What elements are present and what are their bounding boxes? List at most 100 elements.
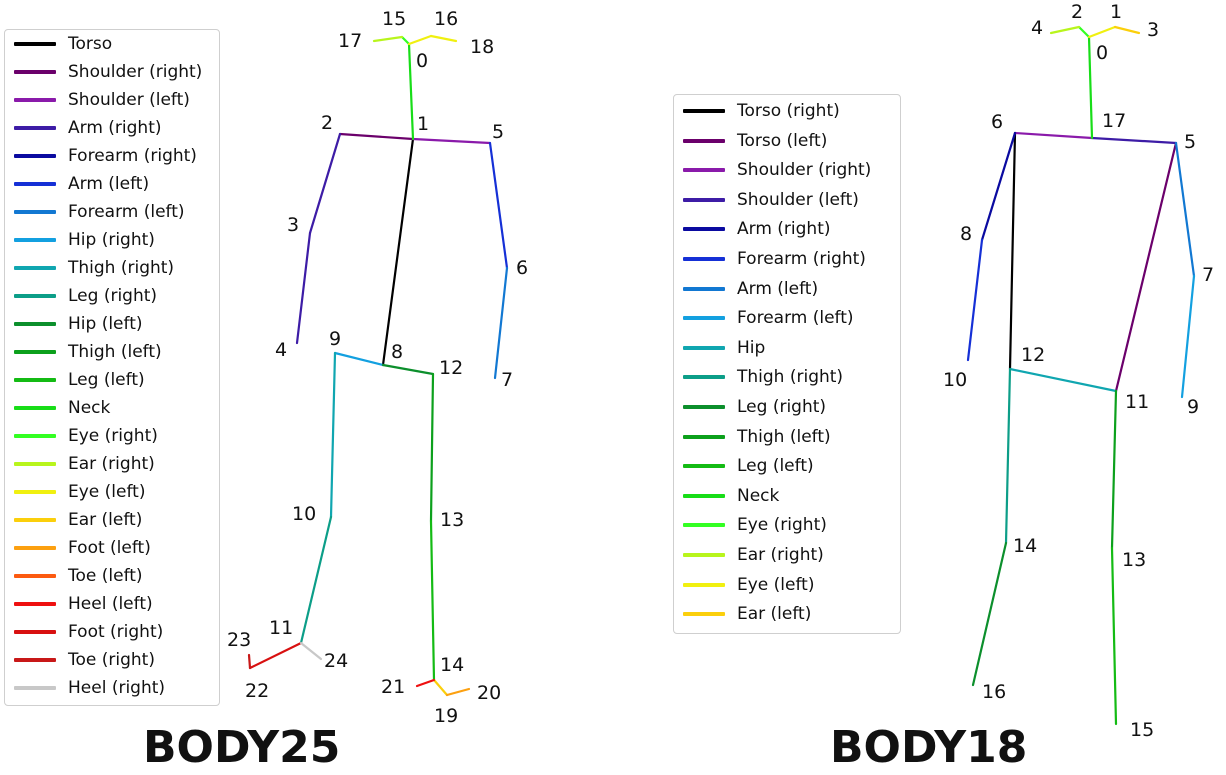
legend-swatch <box>683 316 725 321</box>
legend-item: Hip <box>674 338 765 358</box>
legend-label: Toe (left) <box>68 566 143 586</box>
legend-item: Ear (right) <box>5 454 155 474</box>
legend-item: Foot (right) <box>5 622 163 642</box>
body18-legend: Torso (right) Torso (left) Shoulder (rig… <box>673 94 901 634</box>
keypoint-label: 4 <box>275 339 287 361</box>
keypoint-label: 6 <box>516 257 528 279</box>
keypoint-label: 5 <box>492 121 504 143</box>
legend-item: Leg (right) <box>674 397 826 417</box>
legend-item: Heel (right) <box>5 678 165 698</box>
legend-label: Ear (left) <box>68 510 143 530</box>
legend-swatch <box>14 602 56 606</box>
bone-eye-right <box>400 35 411 46</box>
legend-label: Toe (right) <box>68 650 155 670</box>
legend-label: Thigh (left) <box>68 342 162 362</box>
bone-thigh-right <box>329 351 337 519</box>
legend-swatch <box>683 493 725 498</box>
legend-label: Eye (left) <box>737 574 815 595</box>
keypoint-label: 2 <box>321 112 333 134</box>
bone-ear-left <box>1113 25 1141 35</box>
bone-shoulder-right <box>338 132 415 141</box>
legend-swatch <box>14 322 56 326</box>
body25-title: BODY25 <box>143 722 341 773</box>
legend-label: Shoulder (right) <box>68 62 203 82</box>
bone-thigh-left <box>429 372 435 523</box>
legend-label: Ear (right) <box>68 454 155 474</box>
bone-ear-left <box>432 678 449 697</box>
legend-swatch <box>683 375 725 380</box>
legend-swatch <box>14 182 56 186</box>
legend-swatch <box>683 286 725 291</box>
legend-label: Torso <box>68 34 113 54</box>
legend-label: Leg (right) <box>737 397 827 417</box>
legend-swatch <box>683 227 725 232</box>
legend-swatch <box>683 553 725 557</box>
keypoint-label: 21 <box>381 676 405 698</box>
bone-thigh-left <box>1110 389 1118 550</box>
legend-item: Shoulder (right) <box>674 160 871 180</box>
legend-label: Leg (left) <box>68 370 145 390</box>
bone-hip-left <box>381 363 435 376</box>
legend-label: Hip (left) <box>68 314 143 334</box>
legend-label: Shoulder (left) <box>737 189 859 210</box>
legend-label: Arm (left) <box>68 174 150 194</box>
legend-item: Eye (left) <box>674 575 814 595</box>
legend-item: Toe (right) <box>5 650 155 670</box>
legend-swatch <box>683 168 725 173</box>
legend-item: Forearm (right) <box>5 146 197 166</box>
legend-label: Eye (right) <box>68 426 158 446</box>
bone-arm-right <box>308 132 342 235</box>
legend-item: Forearm (right) <box>674 249 866 269</box>
legend-swatch <box>683 434 725 439</box>
legend-item: Foot (left) <box>5 538 151 558</box>
bone-forearm-left <box>1180 274 1196 399</box>
legend-swatch <box>683 138 725 143</box>
legend-label: Arm (right) <box>737 219 831 240</box>
legend-label: Hip (right) <box>68 230 155 250</box>
legend-swatch <box>14 546 56 550</box>
legend-swatch <box>14 238 56 242</box>
bone-shoulder-right <box>1013 131 1094 140</box>
legend-item: Ear (right) <box>674 545 824 565</box>
body18-title: BODY18 <box>830 722 1028 773</box>
legend-label: Shoulder (left) <box>68 90 190 110</box>
legend-label: Thigh (right) <box>737 367 844 388</box>
legend-item: Shoulder (left) <box>5 90 190 110</box>
keypoint-label: 12 <box>439 357 463 379</box>
legend-swatch <box>14 686 56 690</box>
bone-leg-right <box>299 515 333 645</box>
bone-forearm-left <box>493 266 509 380</box>
legend-item: Forearm (left) <box>674 308 854 328</box>
legend-item: Thigh (left) <box>5 342 162 362</box>
keypoint-label: 11 <box>269 617 293 639</box>
legend-item: Thigh (right) <box>5 258 174 278</box>
bone-neck <box>407 42 415 141</box>
legend-item: Shoulder (left) <box>674 190 859 210</box>
legend-item: Neck <box>674 486 779 506</box>
keypoint-label: 10 <box>292 503 316 525</box>
keypoint-label: 22 <box>245 680 269 702</box>
legend-item: Arm (left) <box>674 279 818 299</box>
legend-swatch <box>683 612 725 617</box>
keypoint-label: 24 <box>324 650 348 672</box>
legend-item: Eye (right) <box>674 515 827 535</box>
keypoint-label: 13 <box>1122 549 1146 571</box>
legend-label: Ear (right) <box>737 545 824 565</box>
legend-label: Torso (right) <box>737 101 840 121</box>
bone-leg-left <box>1110 546 1118 726</box>
legend-swatch <box>14 574 56 578</box>
legend-item: Toe (left) <box>5 566 143 586</box>
keypoint-label: 14 <box>1013 535 1037 557</box>
keypoint-label: 2 <box>1071 1 1083 23</box>
legend-label: Thigh (left) <box>737 426 831 447</box>
keypoint-label: 0 <box>1096 42 1108 64</box>
legend-label: Heel (right) <box>68 678 166 698</box>
bone-eye-left <box>429 34 458 43</box>
bone-hip-right <box>333 351 385 367</box>
legend-swatch <box>14 490 56 494</box>
legend-label: Leg (right) <box>68 286 158 306</box>
legend-swatch <box>14 518 56 522</box>
legend-label: Torso (left) <box>737 130 828 151</box>
legend-item: Eye (right) <box>5 426 158 446</box>
bone-eye-right <box>1077 25 1091 39</box>
